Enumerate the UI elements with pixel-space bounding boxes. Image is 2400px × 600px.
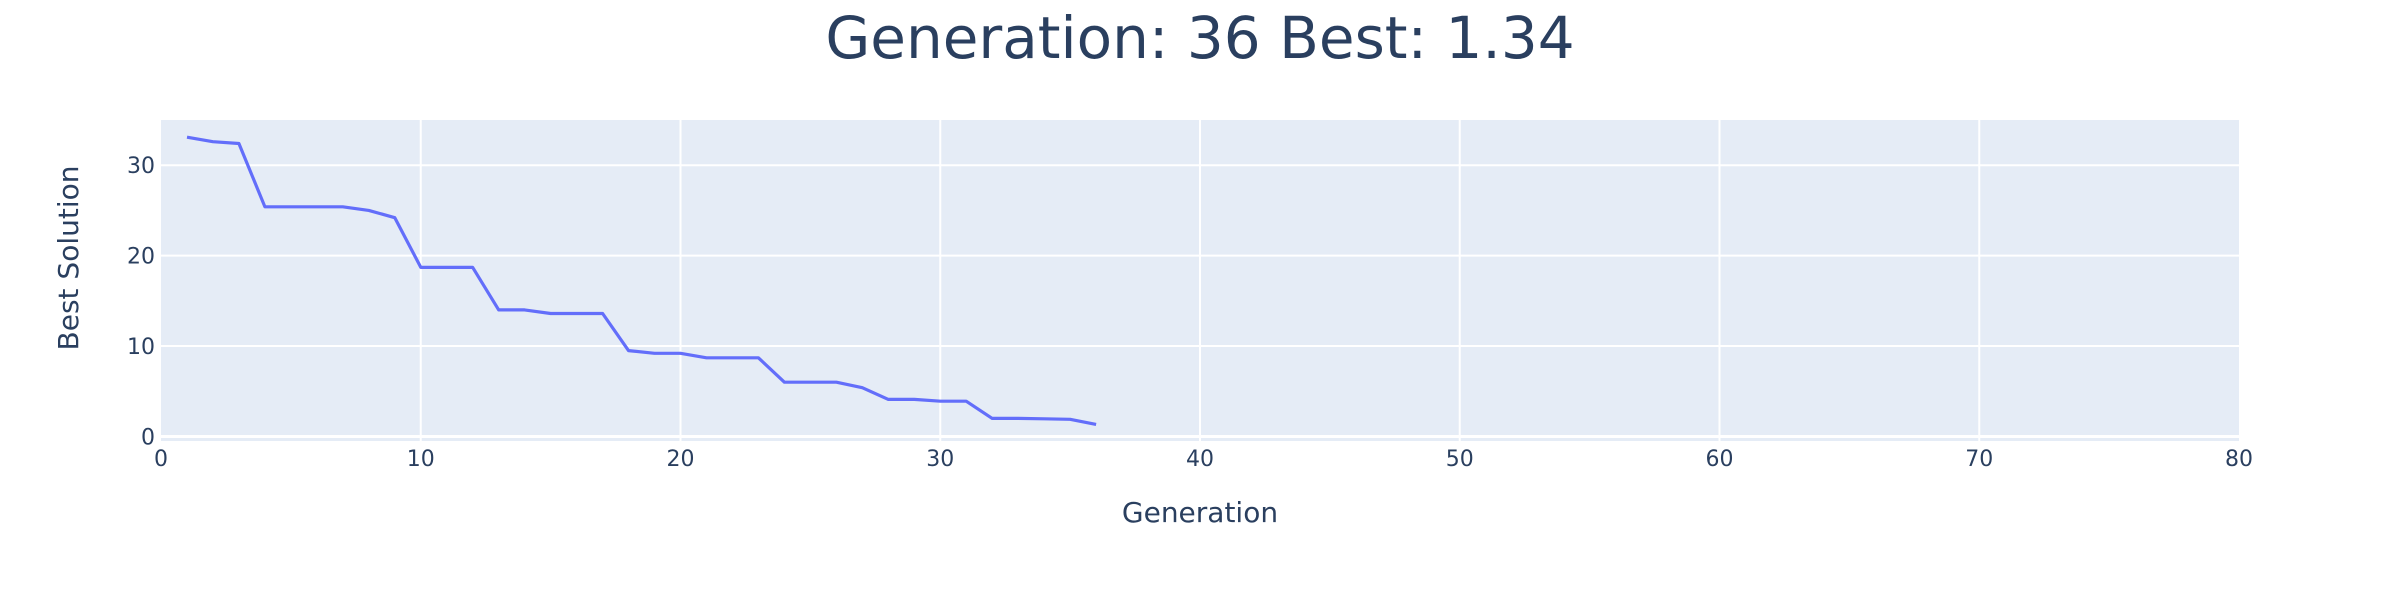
- chart-title: Generation: 36 Best: 1.34: [825, 4, 1574, 72]
- x-tick-label: 40: [1186, 447, 1214, 472]
- series-group: [186, 135, 1097, 426]
- x-tick-label: 20: [667, 447, 695, 472]
- y-axis-label: Best Solution: [52, 166, 85, 351]
- x-tick-label: 60: [1706, 447, 1734, 472]
- y-axis-ticks: 0 10 20 30: [127, 154, 155, 450]
- y-tick-label: 10: [127, 335, 155, 360]
- x-gridlines: [419, 120, 1981, 441]
- x-tick-label: 70: [1965, 447, 1993, 472]
- y-tick-label: 20: [127, 245, 155, 270]
- x-tick-label: 50: [1446, 447, 1474, 472]
- x-axis-ticks: 0 10 20 30 40 50 60 70 80: [154, 447, 2253, 472]
- x-tick-label: 80: [2225, 447, 2253, 472]
- y-tick-label: 0: [141, 425, 155, 450]
- x-tick-label: 0: [154, 447, 168, 472]
- y-tick-label: 30: [127, 154, 155, 179]
- x-tick-label: 10: [407, 447, 435, 472]
- x-tick-label: 30: [926, 447, 954, 472]
- y-gridlines: [161, 164, 2239, 438]
- x-axis-label: Generation: [1122, 496, 1278, 529]
- series-line: [186, 135, 1097, 426]
